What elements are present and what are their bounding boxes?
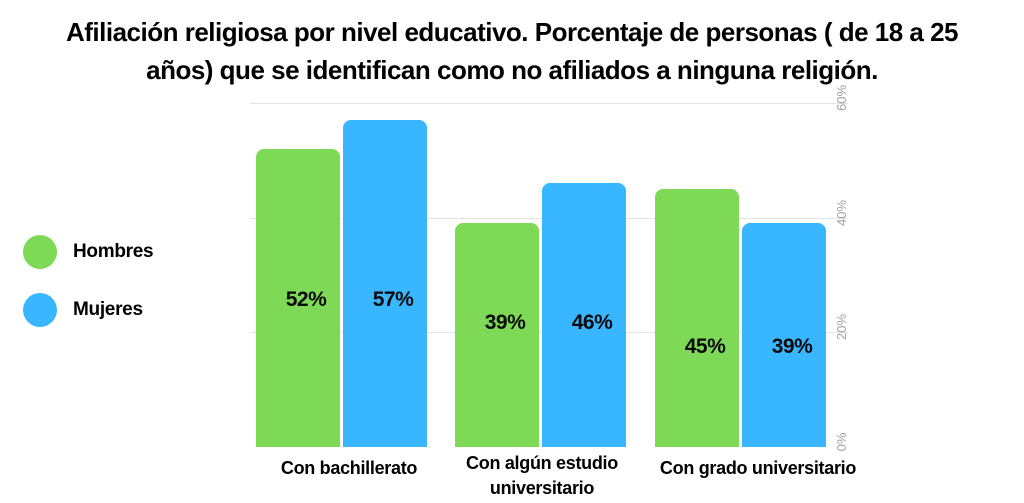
chart-title-line-1: Afiliación religiosa por nivel educativo…	[65, 17, 959, 47]
chart-title: Afiliación religiosa por nivel educativo…	[0, 13, 1024, 89]
bar-mujeres-con-bachillerato	[343, 120, 427, 447]
y-tick-label-20pct: 20%	[834, 314, 849, 341]
x-category-label-con-algun-estudio-universitario: Con algún estudio universitario	[466, 453, 618, 498]
y-tick-label-40pct: 40%	[834, 199, 849, 226]
bar-mujeres-con-algun-estudio-universitario	[542, 183, 626, 447]
legend-item-hombres: Hombres	[23, 235, 154, 269]
bar-hombres-con-algun-estudio-universitario	[455, 223, 539, 447]
x-category-label-con-grado-universitario: Con grado universitario	[659, 458, 857, 478]
bar-value-hombres-con-grado-universitario: 45%	[684, 335, 726, 358]
y-tick-label-0pct: 0%	[834, 432, 849, 452]
chart-title-line-2: años) que se identifican como no afiliad…	[146, 55, 878, 85]
bar-hombres-con-bachillerato	[256, 148, 340, 447]
legend-label-mujeres: Mujeres	[73, 299, 143, 320]
legend-swatch-mujeres	[23, 293, 57, 327]
legend-label-hombres: Hombres	[73, 241, 154, 262]
bar-value-mujeres-con-grado-universitario: 39%	[771, 335, 813, 358]
bar-hombres-con-grado-universitario	[655, 189, 739, 447]
x-category-label-con-bachillerato: Con bachillerato	[280, 458, 418, 478]
gridline-60pct	[250, 103, 848, 104]
bar-value-mujeres-con-bachillerato: 57%	[372, 288, 414, 311]
y-tick-label-60pct: 60%	[834, 84, 849, 112]
bar-value-hombres-con-algun-estudio-universitario: 39%	[484, 311, 526, 334]
bar-mujeres-con-grado-universitario	[742, 223, 826, 447]
legend-swatch-hombres	[23, 235, 57, 269]
bar-value-mujeres-con-algun-estudio-universitario: 46%	[571, 311, 613, 334]
bar-value-hombres-con-bachillerato: 52%	[285, 288, 327, 311]
legend-item-mujeres: Mujeres	[23, 293, 143, 327]
